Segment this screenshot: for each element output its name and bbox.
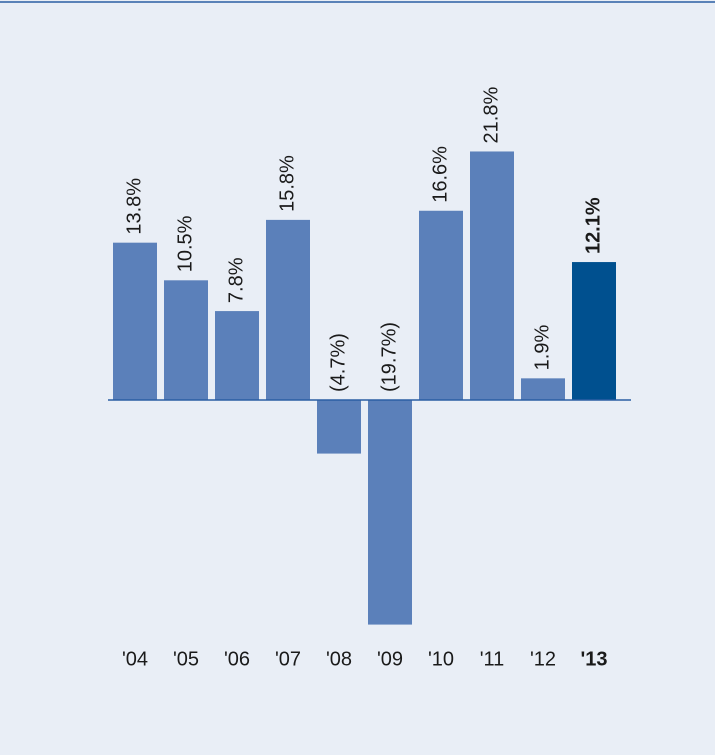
x-tick-label: '09 [377,648,403,670]
bar [113,242,157,400]
x-tick-label: '05 [173,648,199,670]
value-label: 21.8% [480,87,502,144]
x-tick-label: '07 [275,648,301,670]
value-label: (19.7%) [378,322,400,392]
bar [215,311,259,400]
bar [368,400,412,625]
x-tick-label: '11 [480,648,505,670]
x-tick-label: '04 [122,648,148,670]
bar [419,210,463,400]
x-tick-label: '08 [326,648,352,670]
bar [164,280,208,400]
x-tick-label: '13 [580,648,607,670]
value-label: 1.9% [531,325,553,371]
x-tick-label: '06 [224,648,250,670]
value-label: 15.8% [276,155,298,212]
bar [572,262,616,400]
x-tick-label: '10 [428,648,454,670]
bar [521,378,565,400]
bar [317,400,361,454]
value-label: 16.6% [429,146,451,203]
value-label: 10.5% [174,215,196,272]
value-label: 12.1% [582,197,604,254]
value-label: 13.8% [123,178,145,235]
bar [266,219,310,400]
value-label: 7.8% [225,257,247,303]
bar [470,151,514,400]
value-label: (4.7%) [327,333,349,392]
x-tick-label: '12 [530,648,556,670]
